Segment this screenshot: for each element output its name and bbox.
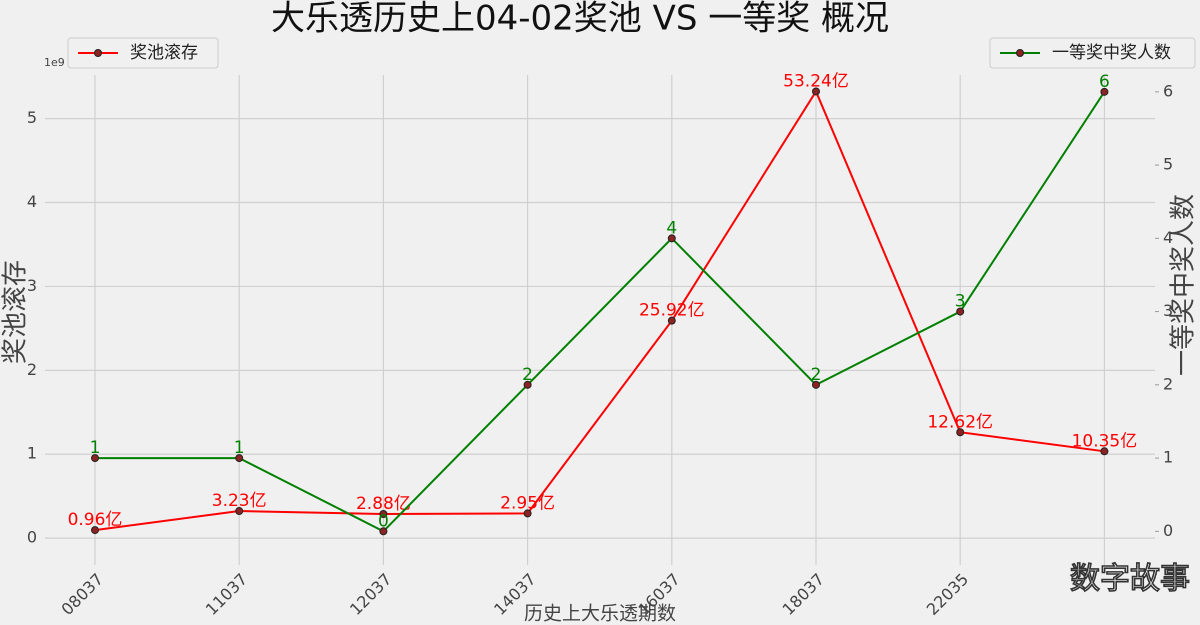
data-point [956,307,965,316]
data-label: 53.24亿 [783,71,849,91]
data-point [379,527,388,536]
data-point [667,234,676,243]
data-point [667,316,676,325]
data-point [91,454,99,463]
data-point [235,507,244,516]
y2-tick-label: 3 [1163,301,1173,320]
data-point [1100,447,1109,456]
y-tick-label: 5 [27,108,37,127]
data-label: 2.88亿 [356,494,411,514]
y2-tick-label: 6 [1163,81,1173,100]
legend-marker [94,49,102,57]
y2-tick-label: 2 [1163,374,1173,393]
x-tick-label: 22035 [923,570,972,619]
y2-axis-label: 一等奖中奖人数 [1169,194,1199,376]
series-line [95,91,1106,533]
data-label: 1 [90,438,101,458]
y-tick-label: 3 [27,276,37,295]
data-label: 0.96亿 [68,510,123,530]
y-tick-label: 0 [27,528,37,547]
y-tick-label: 4 [27,192,37,211]
legend-marker [1016,49,1024,57]
y2-tick-label: 1 [1163,448,1173,467]
data-label: 2.95亿 [500,493,555,513]
data-point [523,380,532,389]
data-label: 1 [234,438,245,458]
data-label: 4 [666,218,677,238]
data-label: 10.35亿 [1072,431,1138,451]
data-label: 2 [811,365,822,385]
x-axis-label: 历史上大乐透期数 [524,603,676,625]
data-point [523,509,532,518]
data-label: 6 [1099,72,1110,92]
data-point [1100,87,1109,96]
watermark: 数字故事 [1070,562,1190,597]
data-point [235,454,244,463]
data-label: 3 [955,292,966,312]
x-tick-label: 11037 [202,570,251,619]
y-axis-label: 奖池滚存 [1,260,31,364]
series-line [94,89,1105,532]
y-offset-label: 1e9 [44,56,65,69]
y-tick-label: 2 [27,360,37,379]
data-point [91,526,99,535]
data-point [956,428,965,437]
x-tick-label: 08037 [58,570,107,619]
data-point [379,509,388,518]
legend-label: 奖池滚存 [130,43,198,63]
x-tick-label: 18037 [779,570,828,619]
y2-tick-label: 5 [1163,155,1173,174]
x-tick-label: 12037 [346,570,395,619]
y2-tick-label: 0 [1163,521,1173,540]
data-label: 0 [378,511,389,531]
legend-box [67,37,219,69]
data-label: 25.92亿 [639,301,705,321]
data-point [812,380,820,389]
y2-tick-label: 4 [1163,228,1173,247]
legend-box [989,37,1196,69]
legend-label: 一等奖中奖人数 [1052,43,1171,63]
data-point [812,87,820,96]
data-label: 2 [522,365,533,385]
chart-title: 大乐透历史上04-02奖池 VS 一等奖 概况 [271,0,889,39]
y-tick-label: 1 [27,444,37,463]
data-label: 3.23亿 [212,491,267,511]
data-label: 12.62亿 [927,412,993,432]
